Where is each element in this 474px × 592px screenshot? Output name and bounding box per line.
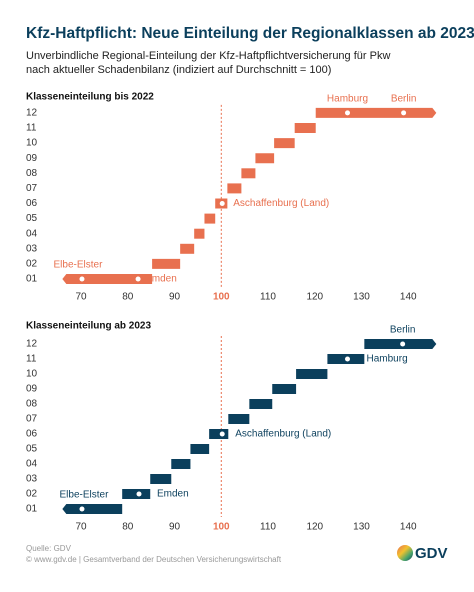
point <box>345 356 351 362</box>
range-bar <box>209 429 229 439</box>
x-tick-label: 80 <box>122 522 134 533</box>
y-tick-label: 10 <box>26 369 38 380</box>
range-bar <box>294 123 316 133</box>
y-tick-label: 06 <box>26 198 38 209</box>
point-label: Elbe-Elster <box>54 260 104 271</box>
y-tick-label: 01 <box>26 504 38 515</box>
point <box>345 110 351 116</box>
point-label: Hamburg <box>327 94 368 105</box>
x-tick-label: 140 <box>400 522 417 533</box>
point <box>79 276 85 282</box>
y-tick-label: 01 <box>26 274 38 285</box>
x-tick-label: 100 <box>213 292 230 303</box>
x-tick-label: 120 <box>306 522 323 533</box>
y-tick-label: 03 <box>26 474 38 485</box>
point-label: Hamburg <box>367 354 408 365</box>
source: Quelle: GDV <box>26 544 72 553</box>
range-bar <box>315 107 437 118</box>
range-bar <box>204 213 216 224</box>
range-bar <box>255 153 275 164</box>
y-tick-label: 09 <box>26 153 38 164</box>
panel-title: Klasseneinteilung bis 2022 <box>26 92 154 103</box>
point-label: Berlin <box>391 94 417 105</box>
range-bar <box>228 414 250 424</box>
y-tick-label: 08 <box>26 168 38 179</box>
x-tick-label: 90 <box>169 292 181 303</box>
title: Kfz-Haftpflicht: Neue Einteilung der Reg… <box>26 25 474 42</box>
range-bar <box>150 474 172 484</box>
range-bar <box>62 504 123 514</box>
y-tick-label: 03 <box>26 243 38 254</box>
point-label: Emden <box>145 274 177 285</box>
subtitle: Unverbindliche Regional-Einteilung der K… <box>26 50 390 62</box>
panel-title: Klasseneinteilung ab 2023 <box>26 321 151 332</box>
x-tick-label: 80 <box>122 292 134 303</box>
y-tick-label: 11 <box>26 123 37 134</box>
point <box>401 110 407 116</box>
range-bar <box>190 444 210 454</box>
point <box>219 201 225 206</box>
y-tick-label: 12 <box>26 108 38 119</box>
point <box>219 431 225 437</box>
x-tick-label: 130 <box>353 522 370 533</box>
x-tick-label: 120 <box>306 292 323 303</box>
y-tick-label: 10 <box>26 138 38 149</box>
x-tick-label: 100 <box>213 522 230 533</box>
range-bar <box>122 489 151 499</box>
x-tick-label: 140 <box>400 292 417 303</box>
x-tick-label: 70 <box>75 522 87 533</box>
range-bar <box>227 183 242 194</box>
y-tick-label: 08 <box>26 399 38 410</box>
range-bar <box>194 228 205 239</box>
y-tick-label: 02 <box>26 489 38 500</box>
x-tick-label: 90 <box>169 522 181 533</box>
range-bar <box>241 168 256 179</box>
point-label: Aschaffenburg (Land) <box>235 429 331 440</box>
range-bar <box>296 369 328 379</box>
range-bar <box>249 399 273 409</box>
point <box>79 506 85 512</box>
range-bar <box>180 243 195 254</box>
y-tick-label: 06 <box>26 429 38 440</box>
range-bar <box>62 274 153 284</box>
point <box>400 341 406 347</box>
y-tick-label: 05 <box>26 444 38 455</box>
y-tick-label: 07 <box>26 414 38 425</box>
point-label: Elbe-Elster <box>60 490 110 501</box>
range-bar <box>272 384 297 394</box>
copyright: © www.gdv.de | Gesamtverband der Deutsch… <box>26 555 282 564</box>
logo: GDV <box>415 545 448 562</box>
y-tick-label: 07 <box>26 183 38 194</box>
y-tick-label: 02 <box>26 259 38 270</box>
y-tick-label: 04 <box>26 228 38 239</box>
point-label: Aschaffenburg (Land) <box>233 198 329 209</box>
range-bar <box>171 459 191 469</box>
y-tick-label: 11 <box>26 354 37 365</box>
logo-mark <box>397 545 413 561</box>
point-label: Emden <box>157 489 189 500</box>
range-bar <box>152 258 181 269</box>
y-tick-label: 04 <box>26 459 38 470</box>
y-tick-label: 09 <box>26 384 38 395</box>
y-tick-label: 05 <box>26 213 38 224</box>
x-tick-label: 70 <box>75 292 87 303</box>
subtitle: nach aktueller Schadenbilanz (indiziert … <box>26 64 331 76</box>
range-bar <box>274 138 295 149</box>
point-label: Berlin <box>390 325 416 336</box>
point <box>135 276 141 282</box>
x-tick-label: 110 <box>260 522 276 533</box>
x-tick-label: 130 <box>353 292 370 303</box>
x-tick-label: 110 <box>260 292 276 303</box>
y-tick-label: 12 <box>26 339 38 350</box>
point <box>136 491 142 497</box>
